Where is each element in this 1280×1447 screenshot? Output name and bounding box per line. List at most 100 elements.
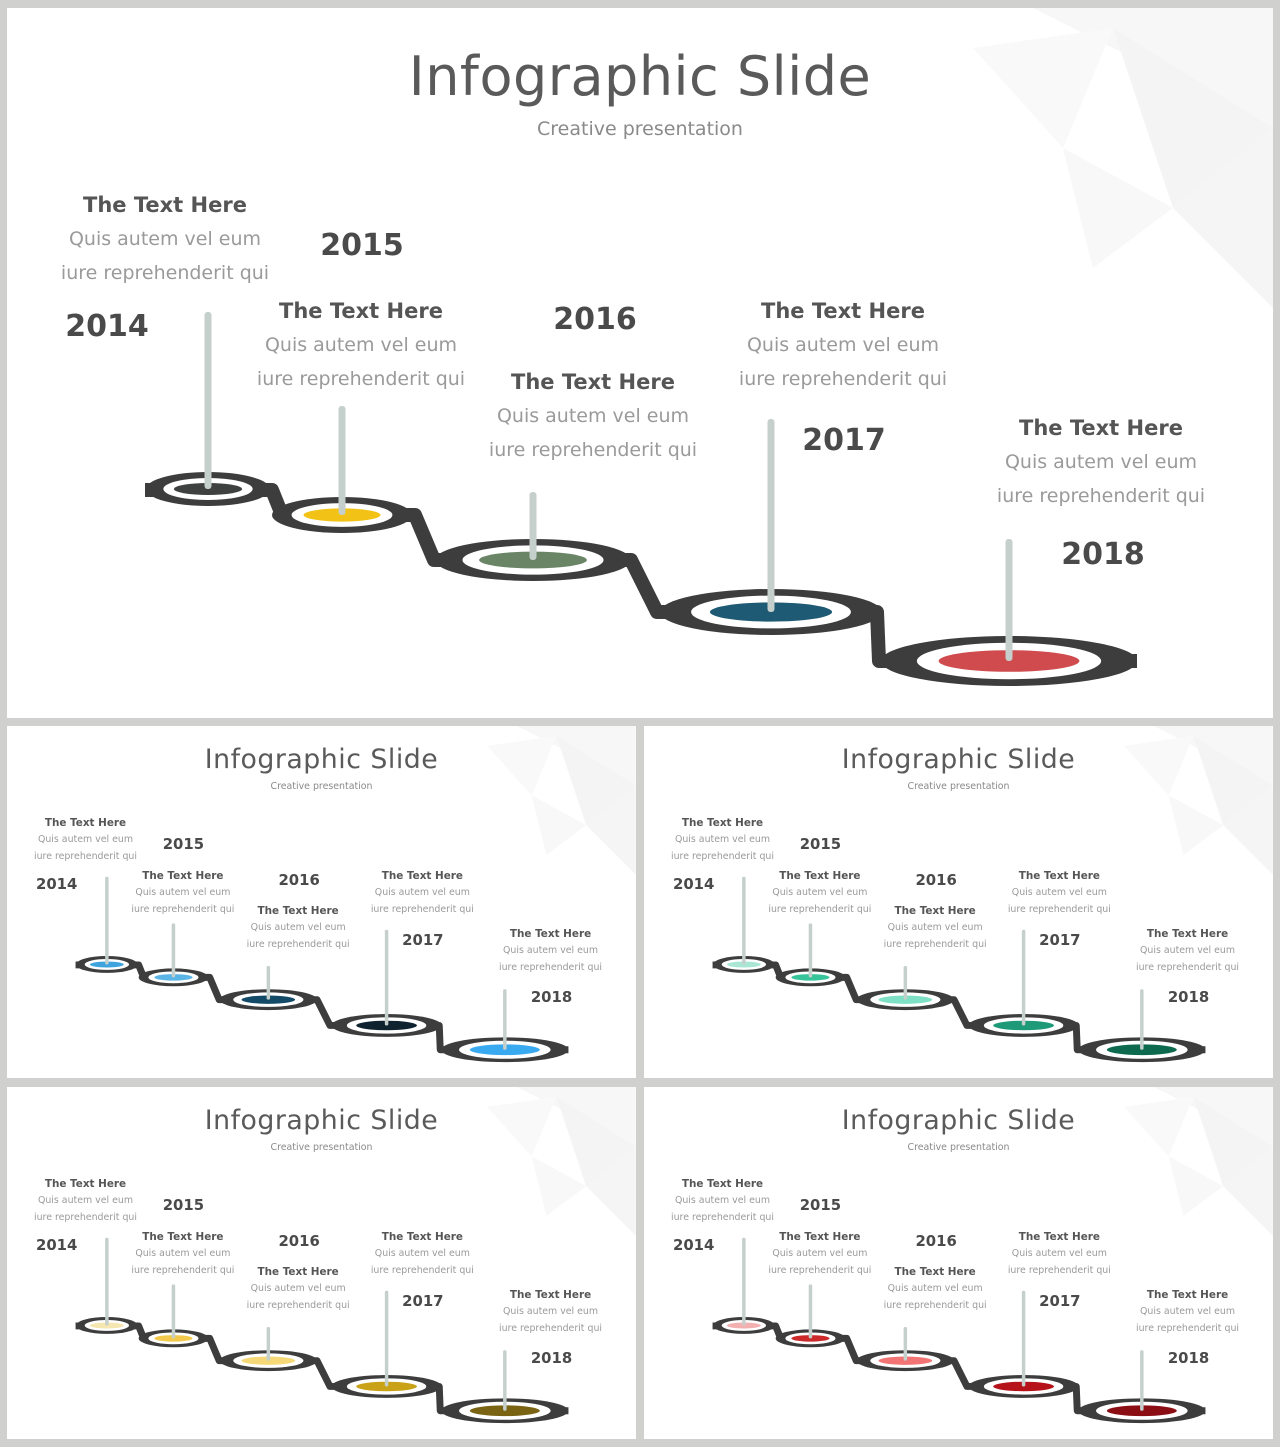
milestone-year: 2018: [530, 987, 573, 1006]
milestone-heading: The Text Here: [257, 1265, 339, 1278]
timeline-pole: [171, 923, 176, 978]
milestone-description-line-2: iure reprehenderit qui: [246, 938, 350, 950]
milestone-description-line-1: Quis autem vel eum: [674, 834, 771, 846]
milestone-description-line-1: Quis autem vel eum: [68, 228, 262, 250]
timeline-node-2017: [331, 1290, 442, 1398]
milestone-description-line-1: Quis autem vel eum: [772, 1247, 868, 1259]
milestone-description-line-2: iure reprehenderit qui: [131, 1264, 235, 1276]
milestone-heading: The Text Here: [509, 1288, 592, 1301]
timeline-node-2017: [331, 929, 442, 1037]
milestone-heading: The Text Here: [381, 869, 463, 882]
milestone-text-block: The Text Here Quis autem vel eum iure repr…: [118, 868, 247, 919]
milestone-text-block: The Text Here Quis autem vel eum iure repr…: [971, 411, 1231, 513]
milestone-year: 2016: [553, 302, 637, 337]
milestone-text-block: The Text Here Quis autem vel eum iure repr…: [21, 815, 150, 866]
milestone-heading: The Text Here: [1018, 869, 1100, 882]
timeline-pole: [1021, 1290, 1026, 1387]
milestone-year: 2017: [1039, 931, 1081, 950]
milestone-heading: The Text Here: [681, 817, 764, 830]
timeline-node-2016: [219, 965, 318, 1011]
milestone-text-block: The Text Here Quis autem vel eum iure repr…: [35, 188, 295, 290]
timeline-pole: [1021, 929, 1026, 1026]
timeline-node-2018: [441, 989, 569, 1063]
node-color-dot: [791, 974, 830, 981]
milestone-description-line-2: iure reprehenderit qui: [670, 850, 775, 862]
milestone-description-line-1: Quis autem vel eum: [496, 405, 690, 427]
node-color-dot: [154, 1335, 193, 1342]
timeline-pole: [1005, 539, 1013, 661]
milestone-heading: The Text Here: [279, 299, 443, 323]
milestone-text-block: The Text Here Quis autem vel eum iure repr…: [234, 1264, 363, 1315]
milestone-description-line-2: iure reprehenderit qui: [670, 1211, 775, 1223]
milestone-description-line-2: iure reprehenderit qui: [1135, 1322, 1240, 1334]
milestone-description-line-1: Quis autem vel eum: [1011, 886, 1107, 898]
polygon-pattern-decoration: [973, 8, 1273, 308]
milestone-heading: The Text Here: [894, 1265, 976, 1278]
milestone-description-line-1: Quis autem vel eum: [135, 886, 231, 898]
milestone-text-block: The Text Here Quis autem vel eum iure repr…: [658, 1176, 787, 1227]
timeline-node-2018: [441, 1350, 569, 1424]
timeline-node-2018: [881, 539, 1137, 686]
timeline-node-2015: [138, 1284, 209, 1348]
milestone-description-line-1: Quis autem vel eum: [135, 1247, 231, 1259]
milestone-text-block: The Text Here Quis autem vel eum iure repr…: [755, 1229, 884, 1280]
milestone-description-line-2: iure reprehenderit qui: [883, 938, 987, 950]
milestone-year: 2016: [278, 1232, 320, 1251]
timeline-pole: [105, 1237, 109, 1326]
milestone-description-line-1: Quis autem vel eum: [1139, 944, 1236, 956]
milestone-description-line-1: Quis autem vel eum: [374, 1247, 470, 1259]
milestone-description-line-1: Quis autem vel eum: [887, 921, 983, 933]
milestone-description-line-1: Quis autem vel eum: [1011, 1247, 1107, 1259]
milestone-year: 2018: [1061, 537, 1145, 572]
timeline-node-2017: [968, 1290, 1079, 1398]
milestone-year: 2016: [915, 871, 957, 890]
milestone-year: 2015: [799, 1195, 842, 1214]
timeline-node-2016: [856, 965, 955, 1011]
slide-1: Infographic Slide Creative presentation Th…: [7, 8, 1273, 718]
timeline-pole: [767, 419, 775, 612]
milestone-heading: The Text Here: [44, 1178, 127, 1191]
timeline-pole: [903, 1326, 908, 1361]
milestone-year: 2017: [402, 1292, 444, 1311]
milestone-heading: The Text Here: [511, 370, 675, 394]
milestone-year: 2018: [530, 1348, 573, 1367]
timeline-node-2014: [146, 312, 270, 506]
milestone-text-block: The Text Here Quis autem vel eum iure repr…: [713, 294, 973, 396]
timeline-node-2018: [1078, 989, 1206, 1063]
milestone-description-line-1: Quis autem vel eum: [37, 1195, 134, 1207]
milestone-text-block: The Text Here Quis autem vel eum iure repr…: [995, 868, 1124, 919]
milestone-year: 2014: [65, 309, 149, 344]
milestone-year: 2016: [278, 871, 320, 890]
polygon-pattern-decoration: [1124, 1087, 1273, 1236]
slide-title: Infographic Slide: [841, 1104, 1076, 1136]
milestone-heading: The Text Here: [1019, 416, 1183, 440]
slide-title: Infographic Slide: [408, 45, 872, 108]
timeline-node-2015: [775, 1284, 846, 1348]
timeline-node-2015: [775, 923, 846, 987]
milestone-description-line-2: iure reprehenderit qui: [768, 1264, 872, 1276]
milestone-description-line-2: iure reprehenderit qui: [60, 262, 270, 284]
milestone-description-line-1: Quis autem vel eum: [1139, 1305, 1236, 1317]
milestone-heading: The Text Here: [142, 1230, 224, 1243]
timeline-pole: [1140, 989, 1144, 1050]
timeline-node-2016: [856, 1326, 955, 1372]
milestone-description-line-1: Quis autem vel eum: [1004, 451, 1198, 473]
slide-subtitle: Creative presentation: [907, 1141, 1010, 1153]
timeline-pole: [384, 1290, 389, 1387]
slide-title: Infographic Slide: [204, 1104, 439, 1136]
milestone-description-line-2: iure reprehenderit qui: [768, 903, 872, 915]
milestone-text-block: The Text Here Quis autem vel eum iure repr…: [871, 1264, 1000, 1315]
slide-subtitle: Creative presentation: [537, 118, 743, 140]
milestone-description-line-1: Quis autem vel eum: [674, 1195, 771, 1207]
milestone-description-line-1: Quis autem vel eum: [887, 1282, 983, 1294]
timeline-pole: [529, 492, 537, 560]
milestone-year: 2014: [673, 874, 715, 893]
timeline-node-2014: [76, 1237, 138, 1334]
slide-4: Infographic Slide Creative presentation Th…: [7, 1087, 636, 1439]
milestone-text-block: The Text Here Quis autem vel eum iure repr…: [995, 1229, 1124, 1280]
slide-subtitle: Creative presentation: [270, 780, 373, 792]
milestone-year: 2017: [802, 423, 886, 458]
timeline-graphic: [75, 876, 569, 1063]
timeline-node-2015: [272, 406, 412, 533]
milestone-heading: The Text Here: [44, 817, 127, 830]
